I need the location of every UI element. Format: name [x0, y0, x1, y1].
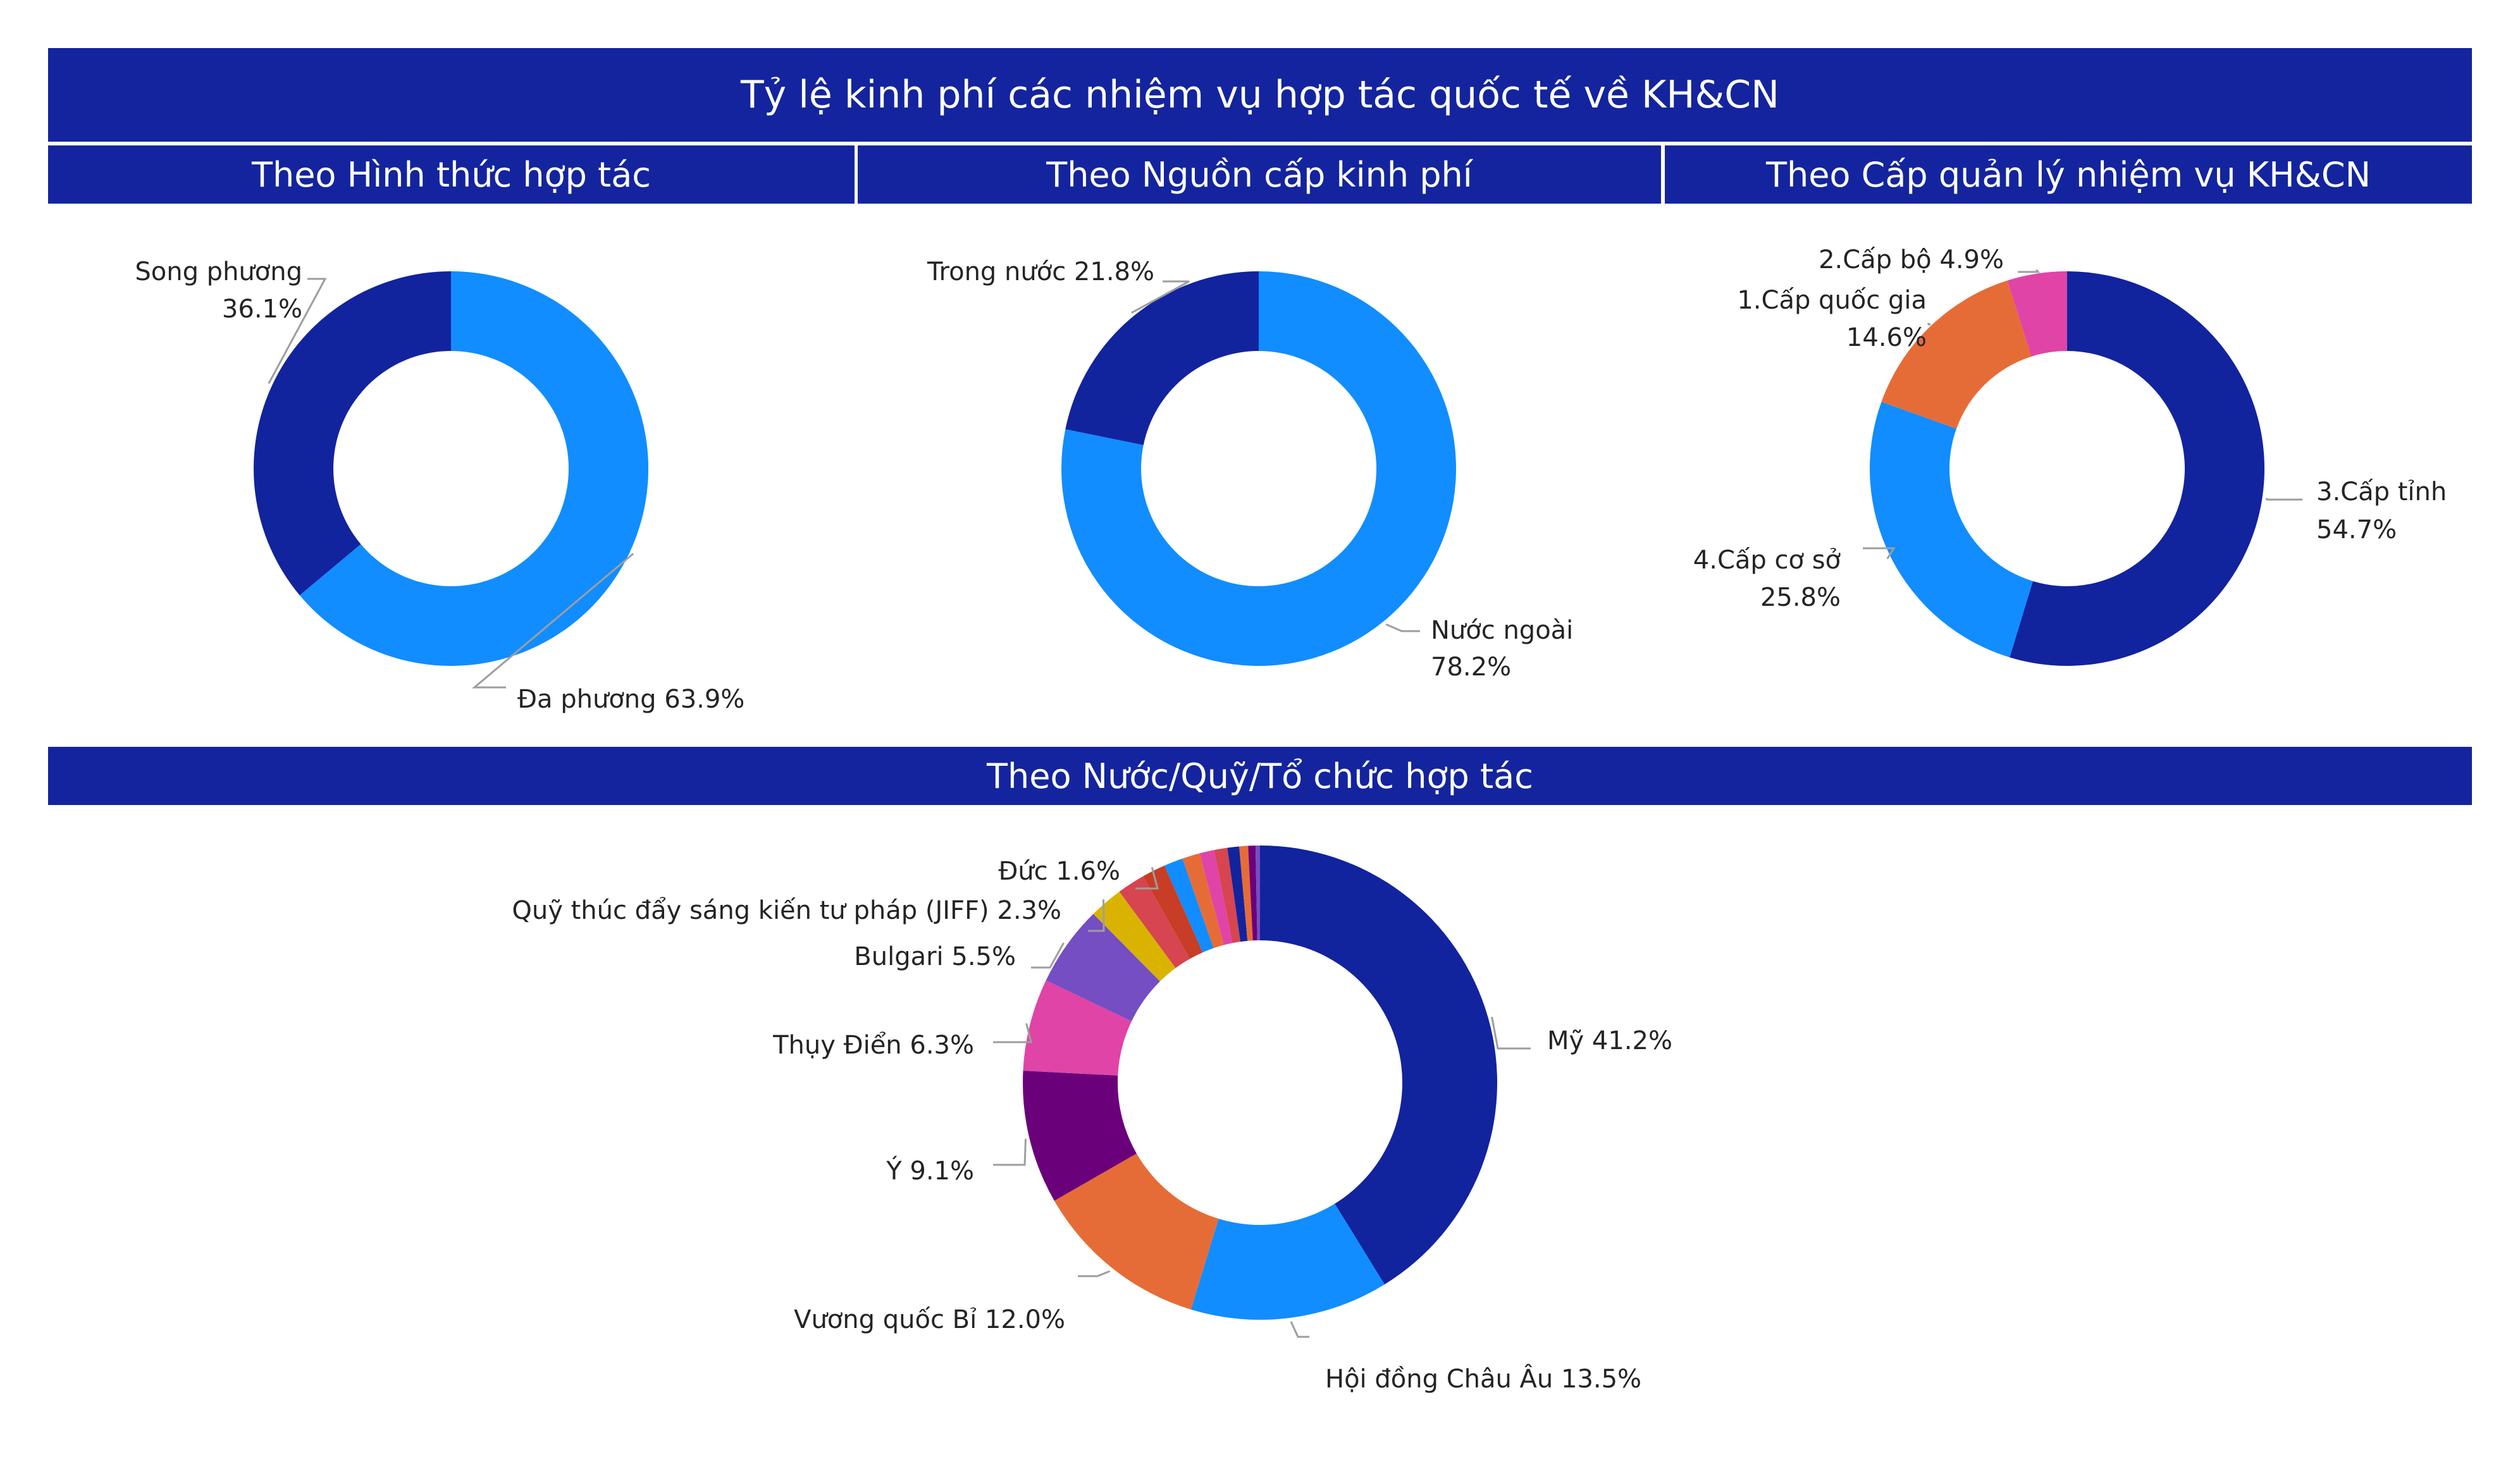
data-label: Thụy Điển 6.3%	[772, 1031, 974, 1060]
leader-line	[1031, 942, 1065, 969]
data-label: Đa phương 63.9%	[517, 685, 744, 714]
slice-unlabeled-11[interactable]	[1199, 850, 1233, 945]
slice-hội-đồng-châu-âu[interactable]	[1190, 1203, 1385, 1320]
data-label: 3.Cấp tỉnh	[2316, 477, 2447, 507]
leader-line	[2018, 269, 2041, 273]
leader-line	[1290, 1321, 1309, 1338]
section-title-partners: Theo Nước/Quỹ/Tổ chức hợp tác	[48, 747, 2472, 805]
leader-line	[1135, 867, 1159, 890]
data-label: 78.2%	[1431, 653, 1511, 682]
data-label: 54.7%	[2316, 515, 2397, 544]
data-label: 36.1%	[222, 295, 302, 324]
slice-ý[interactable]	[1023, 1071, 1137, 1201]
slice-unlabeled-10[interactable]	[1182, 853, 1224, 949]
data-label: Song phương	[135, 257, 302, 286]
donut-partners: Mỹ 41.2% Hội đồng Châu Âu 13.5% Vương quốc…	[512, 845, 1672, 1394]
slice-vương-quốc-bỉ[interactable]	[1054, 1153, 1219, 1310]
leader-line	[1078, 1270, 1111, 1277]
leader-line	[2265, 497, 2302, 501]
slice-unlabeled-9[interactable]	[1164, 858, 1214, 953]
slice-2.cấp-bộ[interactable]	[2007, 271, 2067, 357]
slice-unlabeled-15[interactable]	[1248, 845, 1257, 941]
page-title: Tỷ lệ kinh phí các nhiệm vụ hợp tác quốc…	[48, 48, 2472, 142]
donut-management-level: 3.Cấp tỉnh 54.7% 4.Cấp cơ sở 25.8% 1.Cấp quố…	[1693, 245, 2447, 666]
slice-đa-phương[interactable]	[299, 271, 648, 666]
data-label: Trong nước 21.8%	[927, 257, 1154, 286]
data-label: 2.Cấp bộ 4.9%	[1819, 245, 2004, 274]
slice-unlabeled-12[interactable]	[1214, 847, 1240, 944]
slice-1.cấp-quốc-gia[interactable]	[1881, 280, 2032, 429]
donut-funding-source: Nước ngoài 78.2% Trong nước 21.8%	[927, 257, 1573, 682]
slice-trong-nước[interactable]	[1065, 271, 1259, 445]
data-label: 14.6%	[1846, 323, 1927, 352]
slice-unlabeled-16[interactable]	[1255, 845, 1260, 941]
leader-line	[1088, 899, 1105, 932]
data-label: 4.Cấp cơ sở	[1693, 546, 1841, 575]
leader-line	[993, 1023, 1032, 1043]
slice-4.cấp-cơ-sở[interactable]	[1870, 402, 2033, 658]
leader-line	[1491, 1016, 1531, 1050]
slice-thụy-điển[interactable]	[1023, 980, 1132, 1076]
slice-unlabeled-13[interactable]	[1227, 846, 1248, 942]
subtitle-cooperation-form: Theo Hình thức hợp tác	[48, 145, 855, 204]
data-label: Mỹ 41.2%	[1547, 1026, 1672, 1055]
data-label: Hội đồng Châu Âu 13.5%	[1325, 1363, 1641, 1394]
subtitle-management-level: Theo Cấp quản lý nhiệm vụ KH&CN	[1665, 145, 2472, 204]
leader-line	[268, 278, 327, 384]
data-label: 25.8%	[1760, 583, 1841, 612]
data-label: 1.Cấp quốc gia	[1737, 286, 1927, 315]
slice-quỹ-thúc-đẩy-sáng-kiến-tư-pháp-(jiff)[interactable]	[1093, 892, 1176, 981]
slice-unlabeled-7[interactable]	[1119, 876, 1190, 968]
data-label: Vương quốc Bỉ 12.0%	[794, 1305, 1065, 1334]
slice-song-phương[interactable]	[254, 271, 451, 596]
data-label: Ý 9.1%	[886, 1155, 974, 1186]
slice-bulgari[interactable]	[1046, 914, 1160, 1021]
leader-line	[993, 1138, 1027, 1166]
subtitle-funding-source: Theo Nguồn cấp kinh phí	[858, 145, 1661, 204]
slice-nước-ngoài[interactable]	[1061, 271, 1457, 666]
slice-mỹ[interactable]	[1260, 845, 1497, 1285]
data-label: Bulgari 5.5%	[854, 942, 1016, 971]
leader-line	[1863, 547, 1896, 560]
leader-line	[1385, 623, 1420, 632]
leader-line	[1131, 280, 1190, 314]
data-label: Nước ngoài	[1431, 616, 1573, 645]
data-label: Quỹ thúc đẩy sáng kiến tư pháp (JIFF) 2.…	[512, 896, 1061, 925]
data-label: Đức 1.6%	[998, 857, 1120, 886]
slice-unlabeled-14[interactable]	[1239, 845, 1253, 941]
donut-cooperation-form: Đa phương 63.9% Song phương 36.1%	[135, 257, 744, 714]
slice-3.cấp-tỉnh[interactable]	[2010, 271, 2264, 666]
leader-line	[471, 553, 634, 689]
